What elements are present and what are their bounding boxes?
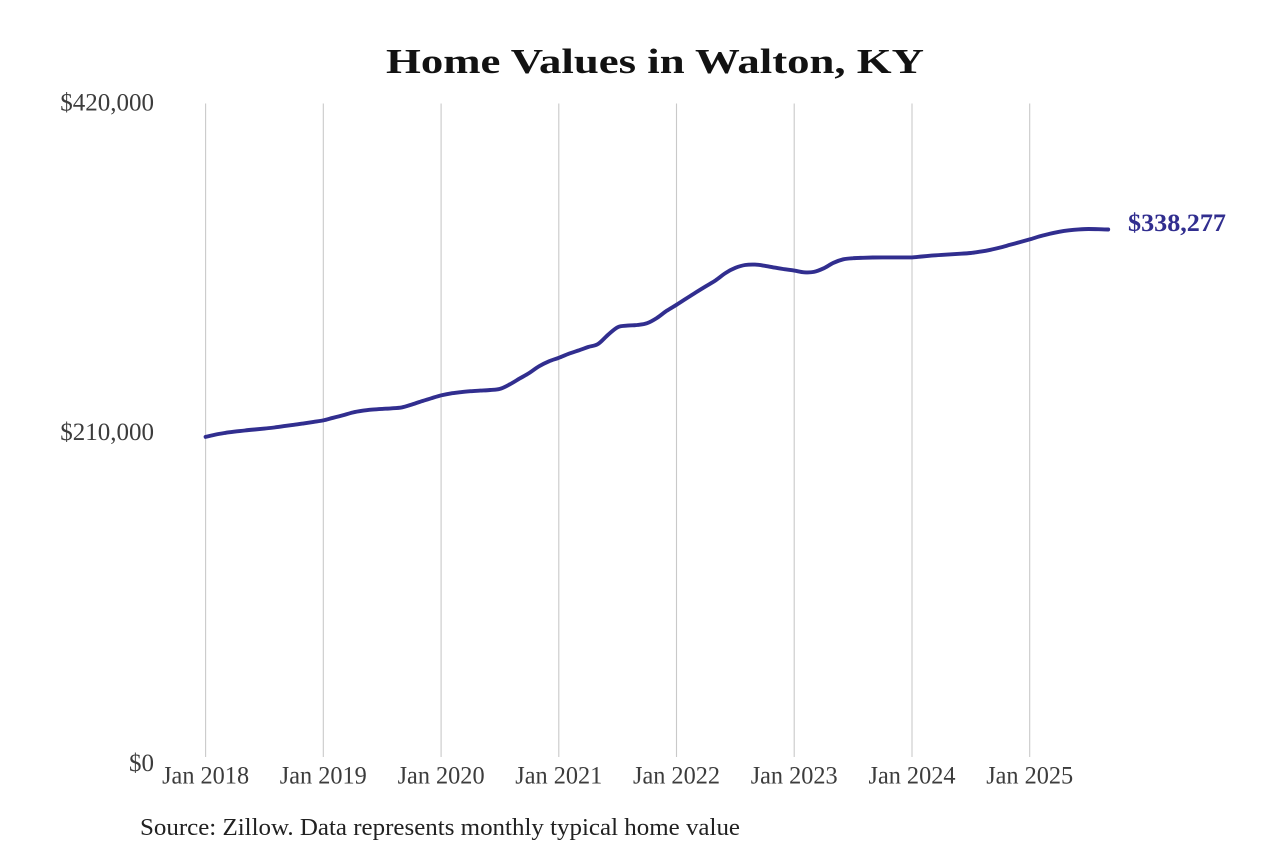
svg-text:Jan 2022: Jan 2022 xyxy=(633,763,720,790)
svg-text:Jan 2019: Jan 2019 xyxy=(280,763,367,790)
svg-text:Jan 2021: Jan 2021 xyxy=(515,763,602,790)
svg-text:$210,000: $210,000 xyxy=(60,419,154,446)
svg-text:Jan 2025: Jan 2025 xyxy=(986,763,1073,790)
svg-text:Home Values in Walton, KY: Home Values in Walton, KY xyxy=(386,42,924,81)
svg-text:Jan 2024: Jan 2024 xyxy=(869,763,956,790)
svg-text:Jan 2023: Jan 2023 xyxy=(751,763,838,790)
svg-text:$0: $0 xyxy=(129,750,154,777)
svg-text:Jan 2020: Jan 2020 xyxy=(398,763,485,790)
svg-text:Source: Zillow. Data represent: Source: Zillow. Data represents monthly … xyxy=(140,815,740,841)
svg-text:Jan 2018: Jan 2018 xyxy=(162,763,249,790)
svg-text:$338,277: $338,277 xyxy=(1128,210,1226,237)
svg-text:$420,000: $420,000 xyxy=(60,90,154,117)
